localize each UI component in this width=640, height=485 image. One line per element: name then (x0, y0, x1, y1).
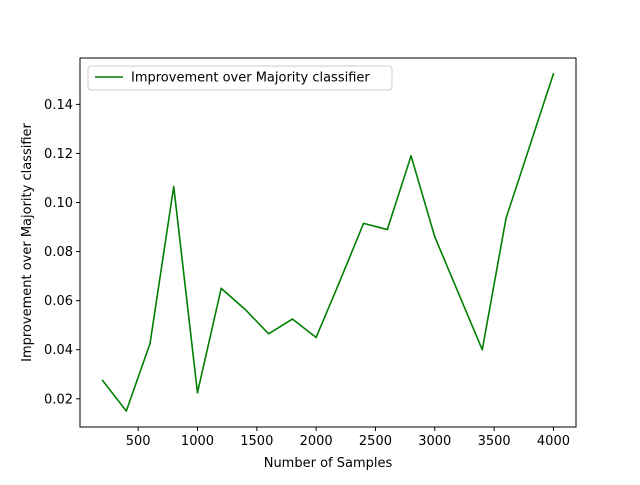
x-tick-label: 2000 (300, 434, 333, 449)
plot-frame (79, 57, 577, 428)
data-point (244, 308, 246, 311)
legend: Improvement over Majority classifier (87, 65, 393, 91)
data-point (552, 72, 555, 75)
data-point (457, 292, 460, 295)
data-point (528, 145, 531, 147)
y-axis-title: Improvement over Majority classifier (20, 122, 35, 361)
x-tick-label: 3500 (478, 434, 511, 449)
data-point (386, 228, 389, 231)
y-tick-label: 0.04 (44, 343, 73, 358)
data-point (362, 222, 365, 225)
x-tick-label: 2500 (359, 434, 392, 449)
y-tick-label: 0.02 (44, 392, 73, 407)
x-tick-label: 1500 (240, 434, 273, 449)
data-point (125, 410, 128, 412)
x-axis-title: Number of Samples (264, 456, 393, 471)
data-point (481, 348, 484, 351)
data-point (410, 155, 412, 157)
legend-box (87, 65, 393, 91)
series-line (101, 73, 555, 412)
legend-label: Improvement over Majority classifier (131, 71, 370, 86)
data-point (291, 318, 294, 320)
x-tick-label: 4000 (537, 434, 570, 449)
y-tick-label: 0.14 (44, 98, 73, 113)
series-layer (101, 72, 555, 412)
data-point (101, 379, 104, 382)
y-tick-label: 0.08 (44, 245, 73, 260)
x-tick-label: 1000 (181, 434, 214, 449)
data-point (196, 391, 199, 394)
data-point (505, 217, 507, 220)
y-tick-label: 0.12 (44, 147, 73, 162)
y-tick-label: 0.10 (44, 196, 73, 211)
x-tick-label: 3000 (418, 434, 451, 449)
x-axis-ticks: 500 1000 1500 2000 2500 3000 3500 4000 (126, 427, 570, 449)
y-axis-ticks: 0.02 0.04 0.06 0.08 0.10 0.12 0.14 (44, 98, 80, 407)
data-point (172, 185, 175, 188)
data-point (315, 336, 317, 339)
y-tick-label: 0.06 (44, 294, 73, 309)
data-point (267, 332, 270, 335)
data-point (433, 236, 436, 238)
x-tick-label: 500 (126, 434, 151, 449)
data-point (220, 287, 223, 290)
data-point (149, 342, 151, 345)
data-point (339, 280, 341, 282)
